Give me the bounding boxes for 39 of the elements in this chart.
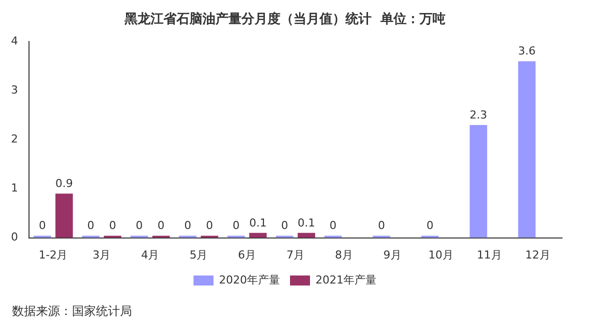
data-label: 0 [87, 219, 94, 232]
data-label: 2.3 [470, 108, 488, 122]
data-label: 0 [184, 219, 192, 232]
x-tick-label: 12月 [525, 248, 550, 262]
legend-label: 2020年产量 [219, 273, 280, 286]
data-label: 0 [378, 219, 386, 232]
y-tick-label: 4 [11, 34, 18, 48]
data-label: 0 [38, 219, 46, 232]
data-label: 0 [426, 219, 434, 232]
chart-title: 黑龙江省石脑油产量分月度（当月值）统计 单位：万吨 [123, 11, 446, 28]
data-label: 3.6 [518, 44, 536, 58]
data-label: 0.1 [249, 216, 267, 230]
data-label: 0 [232, 219, 240, 232]
x-tick-label: 9月 [383, 248, 402, 262]
data-label: 0 [136, 219, 143, 232]
bar [470, 124, 488, 238]
x-tick-label: 5月 [190, 248, 208, 262]
x-tick-label: 10月 [428, 248, 454, 262]
x-tick-label: 6月 [238, 248, 256, 262]
x-tick-label: 3月 [92, 248, 111, 262]
y-tick-label: 1 [11, 182, 18, 195]
y-tick-label: 0 [11, 230, 18, 244]
data-label: 0.9 [55, 177, 73, 190]
data-label: 0 [206, 219, 213, 232]
x-tick-label: 8月 [334, 248, 353, 262]
x-tick-label: 4月 [141, 248, 160, 262]
data-label: 0 [281, 219, 288, 232]
y-tick-label: 3 [11, 84, 18, 97]
data-label: 0.1 [298, 216, 316, 230]
data-label: 0 [158, 219, 165, 232]
y-tick-label: 2 [11, 132, 18, 146]
source-note: 数据来源：国家统计局 [12, 304, 132, 318]
data-label: 0 [330, 219, 337, 232]
bar [518, 61, 536, 238]
data-label: 0 [109, 219, 116, 232]
x-tick-label: 7月 [286, 248, 304, 262]
legend-label: 2021年产量 [316, 273, 376, 286]
x-tick-label: 1-2月 [38, 248, 68, 262]
x-tick-label: 11月 [476, 248, 502, 262]
